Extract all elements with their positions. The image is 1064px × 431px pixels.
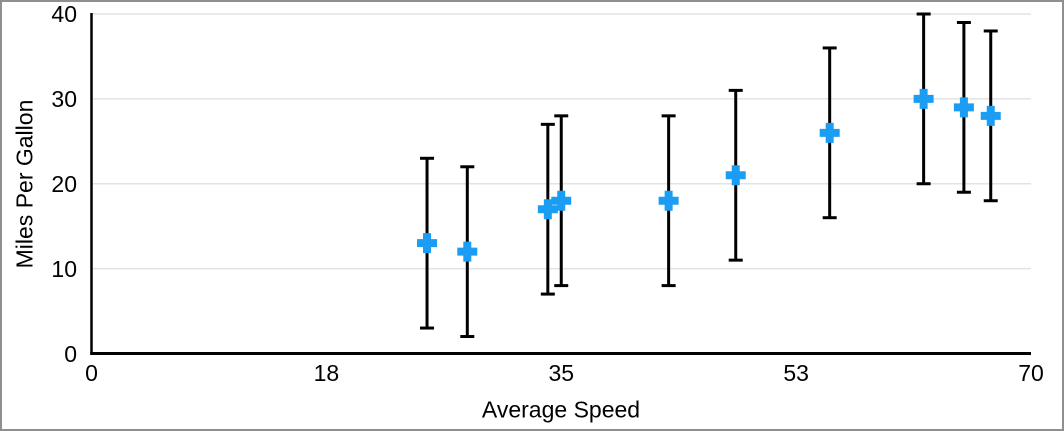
x-tick-label: 53 [783,360,809,386]
y-tick-label: 30 [51,85,77,112]
data-point-marker[interactable] [819,122,840,143]
data-point-marker[interactable] [913,88,934,109]
data-point-marker[interactable] [980,105,1001,126]
data-point-marker[interactable] [725,165,746,186]
data-point-marker[interactable] [551,190,572,211]
y-tick-label: 40 [51,1,77,27]
data-point-marker[interactable] [658,190,679,211]
y-tick-label: 10 [51,255,77,282]
x-tick-label: 70 [1018,360,1044,386]
data-point-marker[interactable] [953,97,974,118]
x-tick-label: 18 [313,360,340,386]
x-tick-label: 35 [548,360,575,386]
y-tick-label: 20 [51,170,77,197]
data-point-marker[interactable] [417,233,438,254]
y-tick-label: 0 [64,340,77,367]
y-axis-title: Miles Per Gallon [11,99,38,269]
data-point-marker[interactable] [457,241,478,262]
x-tick-label: 0 [85,360,98,386]
x-axis-title: Average Speed [481,396,641,423]
data-point-marker[interactable] [537,199,558,220]
